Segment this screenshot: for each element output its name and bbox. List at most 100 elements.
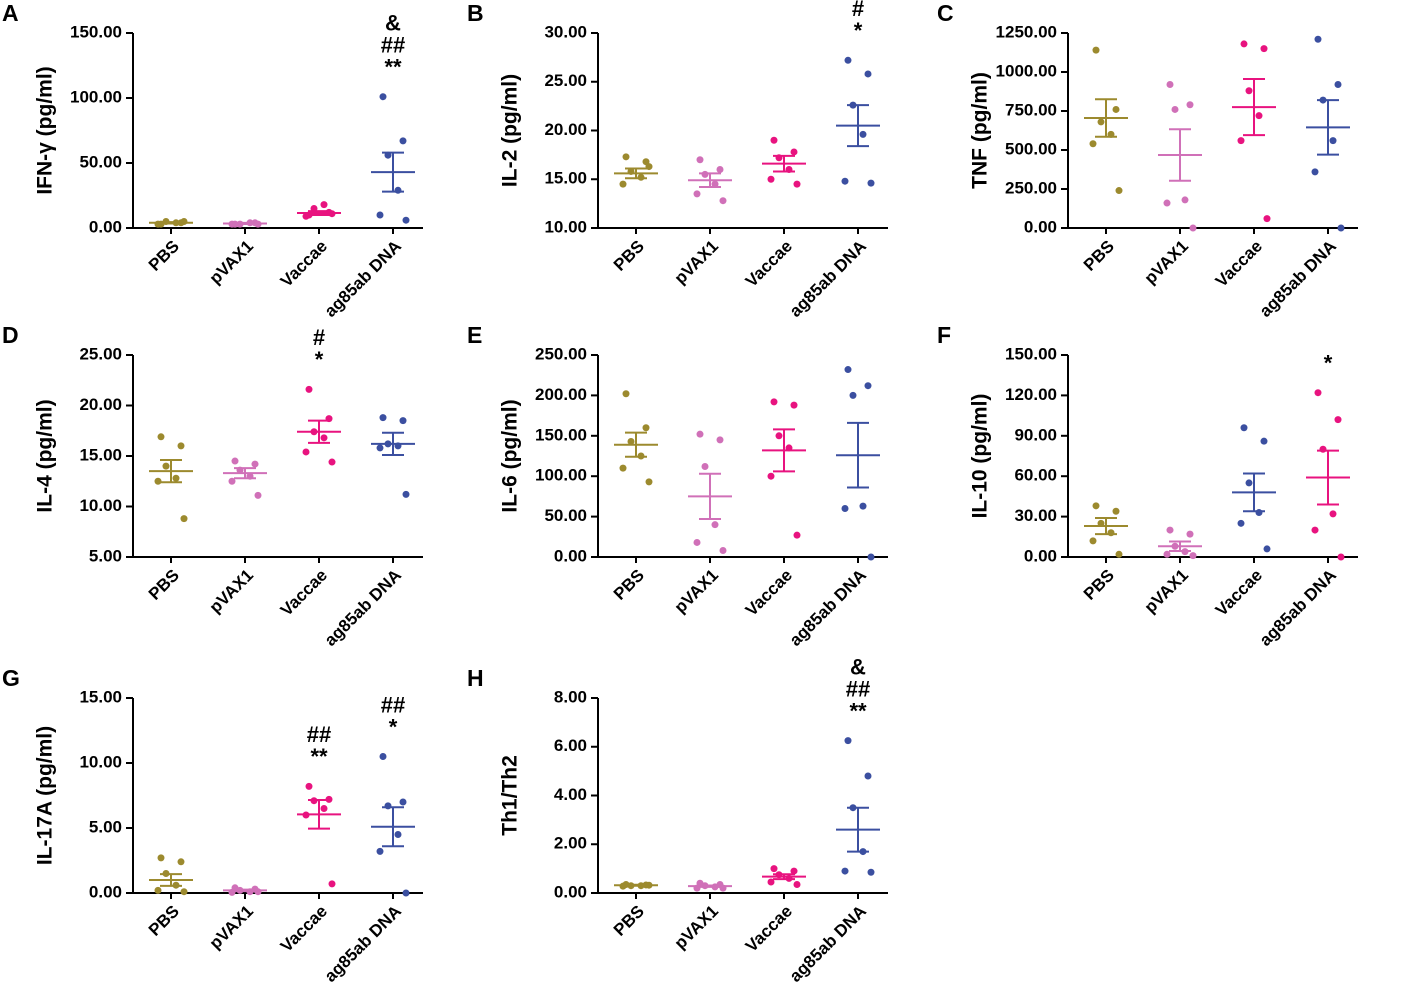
data-point	[793, 880, 801, 888]
y-tick-label: 25.00	[544, 71, 587, 90]
y-axis-label: Th1/Th2	[499, 755, 522, 836]
data-point	[841, 505, 849, 513]
data-point	[844, 737, 852, 745]
data-point	[1186, 530, 1194, 538]
data-point	[320, 434, 328, 442]
data-point	[399, 798, 407, 806]
y-tick-label: 150.00	[70, 22, 122, 41]
data-point	[696, 156, 704, 164]
data-point	[302, 448, 310, 456]
x-tick-label: PBS	[1080, 237, 1118, 275]
data-point	[384, 802, 392, 810]
x-tick-label: pVAX1	[206, 566, 257, 617]
y-tick-label: 120.00	[1005, 385, 1057, 404]
panel-letter: D	[2, 322, 19, 348]
data-point	[379, 414, 387, 422]
x-tick-label: ag85ab DNA	[1256, 566, 1340, 650]
significance-mark: #	[852, 0, 864, 21]
y-tick-label: 0.00	[89, 217, 122, 236]
data-point	[154, 886, 162, 894]
data-point	[162, 462, 170, 470]
data-point	[1089, 140, 1097, 148]
y-tick-label: 250.00	[535, 344, 587, 363]
y-tick-label: 2.00	[554, 834, 587, 853]
data-point	[767, 175, 775, 183]
x-tick-label: PBS	[1080, 566, 1118, 604]
y-tick-label: 5.00	[89, 817, 122, 836]
data-point	[864, 772, 872, 780]
x-tick-label: ag85ab DNA	[1256, 237, 1340, 321]
data-point	[867, 179, 875, 187]
data-point	[770, 398, 778, 406]
data-point	[693, 190, 701, 198]
data-point	[402, 490, 410, 498]
data-point	[1112, 105, 1120, 113]
x-tick-label: PBS	[610, 902, 648, 940]
data-point	[859, 502, 867, 510]
y-tick-label: 5.00	[89, 546, 122, 565]
x-tick-label: pVAX1	[206, 237, 257, 288]
data-point	[177, 858, 185, 866]
data-point	[1260, 45, 1268, 53]
y-tick-label: 15.00	[79, 445, 122, 464]
data-point	[1189, 224, 1197, 232]
data-point	[1245, 479, 1253, 487]
data-point	[716, 436, 724, 444]
x-tick-label: PBS	[610, 237, 648, 275]
y-tick-label: 500.00	[1005, 139, 1057, 158]
panel-letter: A	[2, 0, 19, 26]
data-point	[228, 477, 236, 485]
data-point	[719, 547, 727, 555]
y-axis-label: IL-4 (pg/ml)	[34, 399, 57, 512]
y-tick-label: 200.00	[535, 385, 587, 404]
x-tick-label: ag85ab DNA	[321, 237, 405, 321]
significance-mark: &	[385, 11, 401, 36]
significance-mark: ##	[846, 676, 870, 701]
panel-letter: H	[467, 665, 484, 691]
x-tick-label: Vaccae	[1212, 237, 1266, 291]
data-point	[1189, 552, 1197, 560]
data-point	[844, 56, 852, 64]
data-point	[376, 211, 384, 219]
data-point	[619, 464, 627, 472]
data-point	[1092, 46, 1100, 54]
data-point	[305, 782, 313, 790]
data-point	[841, 867, 849, 875]
data-point	[1337, 553, 1345, 561]
significance-mark: **	[310, 744, 328, 769]
data-point	[1097, 118, 1105, 126]
data-point	[180, 888, 188, 896]
data-point	[328, 880, 336, 888]
data-point	[716, 166, 724, 173]
data-point	[696, 430, 704, 438]
data-point	[1186, 101, 1194, 109]
significance-mark: &	[850, 654, 866, 679]
x-tick-label: ag85ab DNA	[321, 566, 405, 650]
data-point	[1329, 510, 1337, 518]
data-point	[302, 212, 310, 220]
y-tick-label: 750.00	[1005, 100, 1057, 119]
x-tick-label: PBS	[145, 566, 183, 604]
data-point	[790, 867, 798, 875]
data-point	[1337, 224, 1345, 232]
x-tick-label: Vaccae	[742, 902, 796, 956]
y-tick-label: 20.00	[544, 120, 587, 139]
significance-mark: *	[854, 18, 863, 43]
significance-mark: #	[313, 325, 325, 350]
x-tick-label: Vaccae	[277, 566, 331, 620]
y-tick-label: 25.00	[79, 344, 122, 363]
data-point	[711, 521, 719, 529]
y-axis-label: IL-6 (pg/ml)	[499, 399, 522, 512]
y-axis-label: IL-2 (pg/ml)	[499, 74, 522, 187]
data-point	[1314, 389, 1322, 397]
significance-mark: *	[389, 714, 398, 739]
data-point	[711, 180, 719, 188]
y-axis-label: IL-17A (pg/ml)	[34, 726, 57, 865]
data-point	[394, 186, 402, 194]
data-point	[254, 491, 262, 499]
data-point	[157, 433, 165, 441]
y-axis-label: IL-10 (pg/ml)	[969, 394, 992, 519]
y-axis-label: IFN-γ (pg/ml)	[34, 66, 57, 194]
data-point	[1329, 137, 1337, 145]
x-tick-label: Vaccae	[277, 237, 331, 291]
